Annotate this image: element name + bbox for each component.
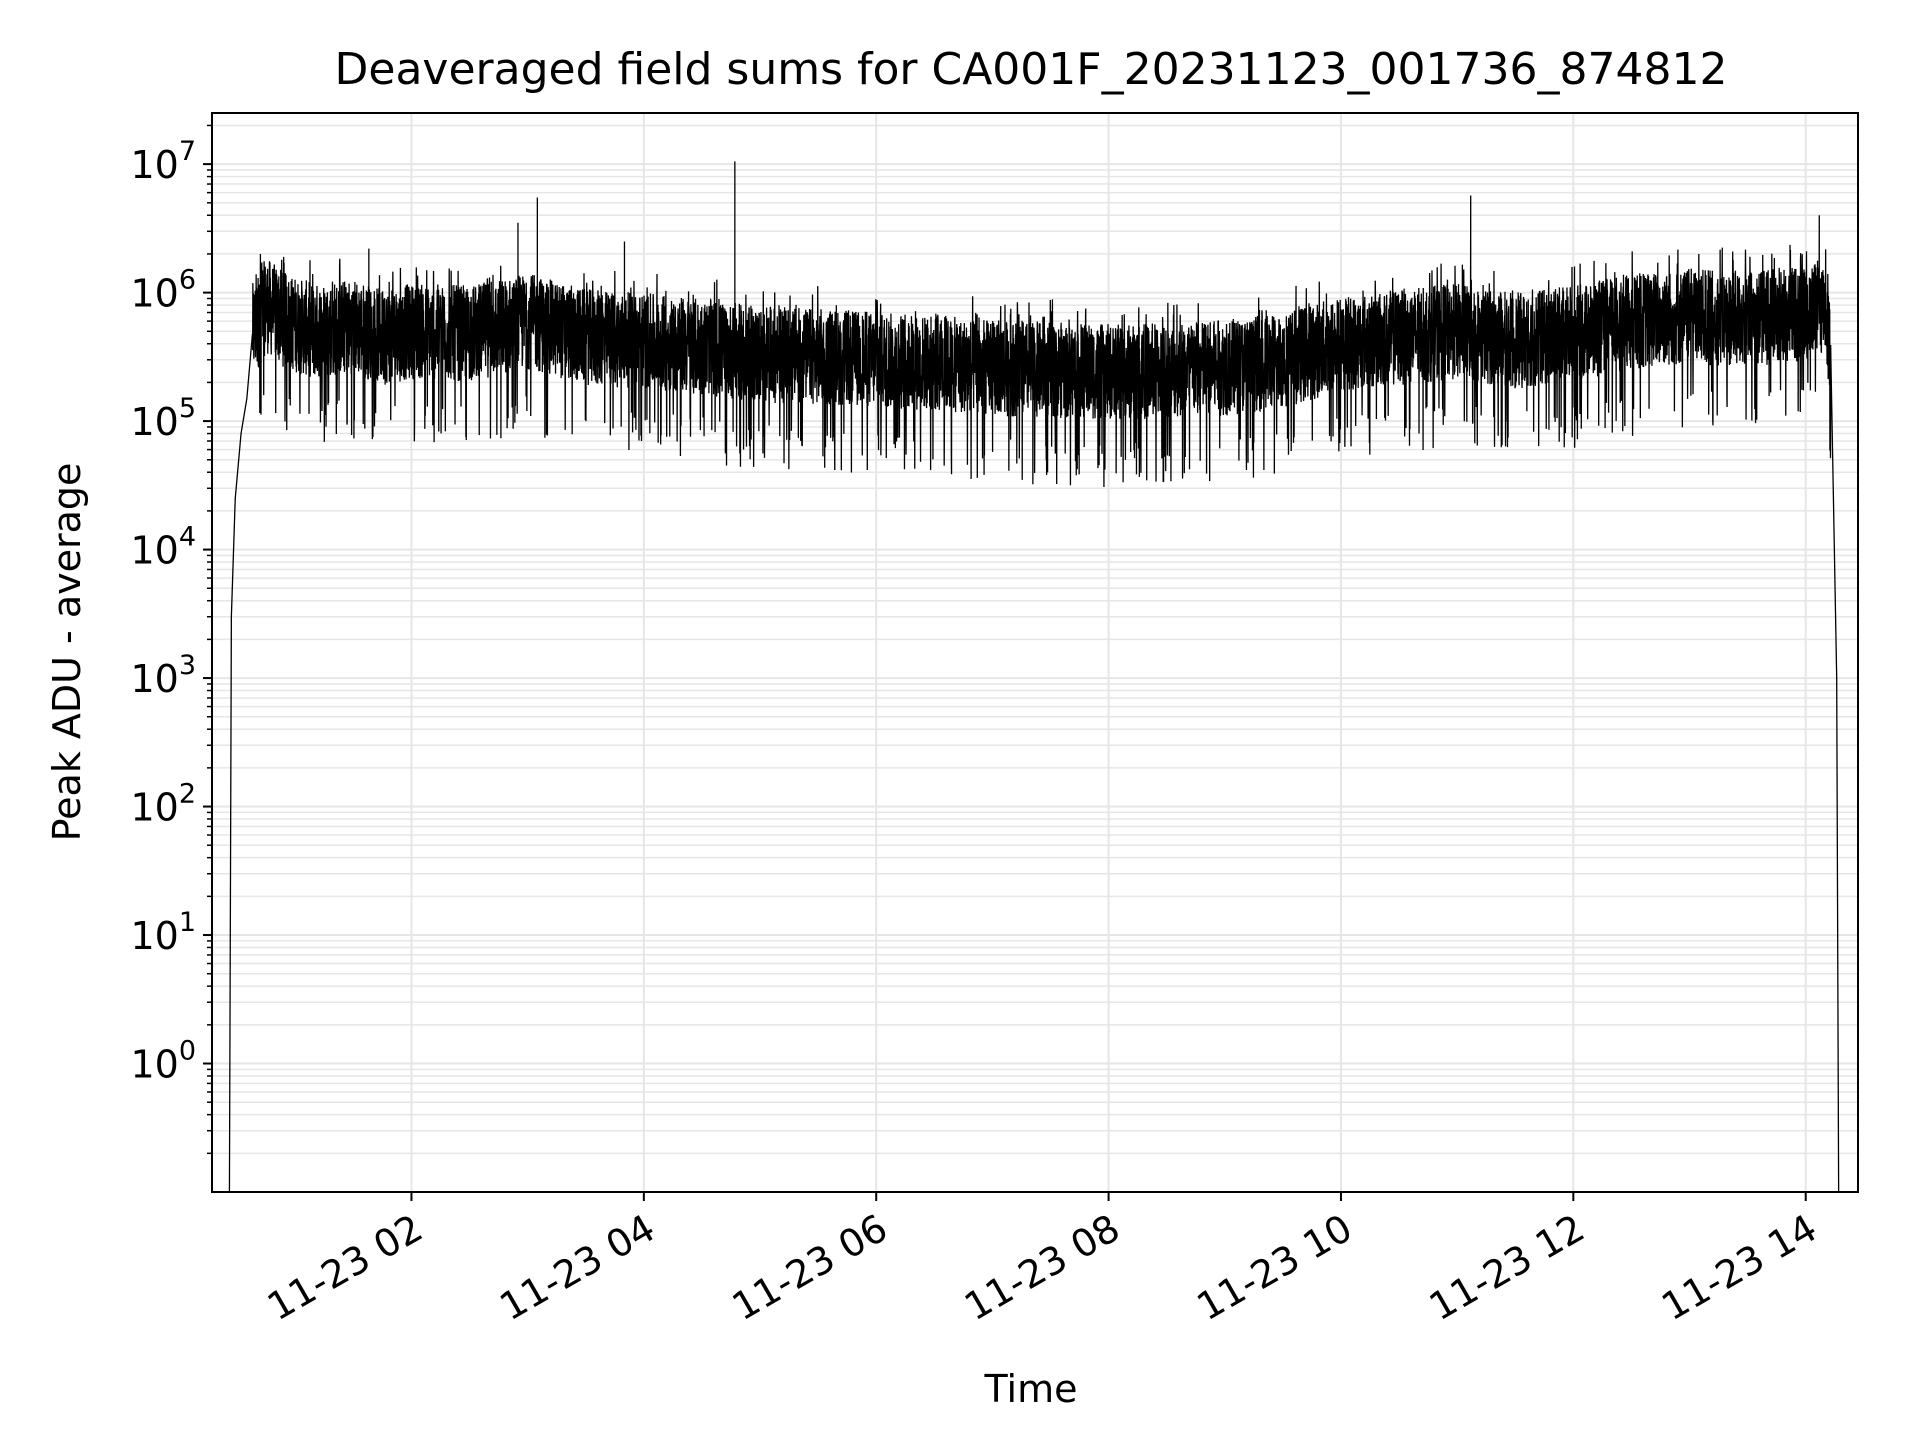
y-tick-label: 103 [130, 650, 196, 701]
y-axis-label: Peak ADU - average [45, 463, 89, 842]
series-line [228, 161, 1840, 1193]
axes-frame [211, 112, 1859, 1193]
x-axis-label: Time [984, 1367, 1078, 1411]
grid [212, 113, 1858, 1192]
y-tick-label: 104 [130, 522, 196, 573]
series-layer [228, 161, 1840, 1193]
chart-title: Deaveraged field sums for CA001F_2023112… [335, 44, 1728, 95]
